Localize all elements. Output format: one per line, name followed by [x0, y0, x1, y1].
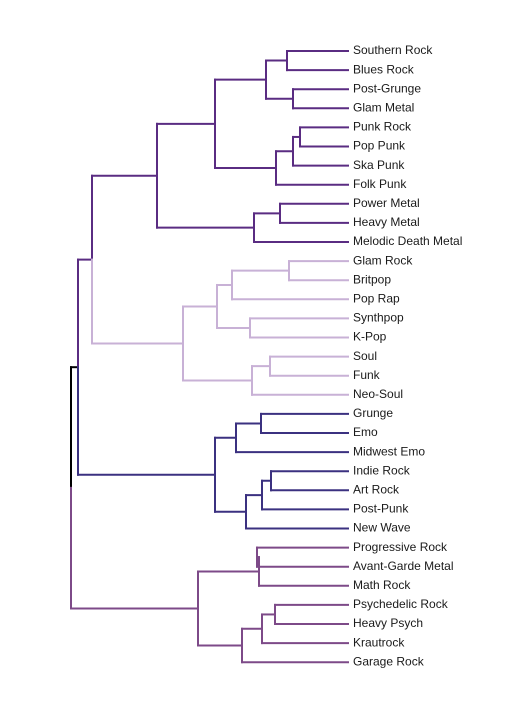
leaf-label-4: Punk Rock — [353, 120, 412, 134]
dendrogram-links — [70, 50, 349, 664]
leaf-label-5: Pop Punk — [353, 139, 406, 153]
leaf-labels: Southern Rock Blues Rock Post-Grunge Glam M… — [353, 43, 462, 668]
leaf-label-1: Blues Rock — [353, 62, 415, 76]
leaf-label-6: Ska Punk — [353, 158, 405, 172]
leaf-label-29: Psychedelic Rock — [353, 597, 449, 611]
leaf-label-11: Glam Rock — [353, 253, 413, 267]
leaf-label-32: Garage Rock — [353, 654, 425, 668]
leaf-label-13: Pop Rap — [353, 291, 400, 305]
leaf-label-17: Funk — [353, 368, 381, 382]
leaf-label-7: Folk Punk — [353, 177, 407, 191]
leaf-label-28: Math Rock — [353, 578, 411, 592]
leaf-label-27: Avant-Garde Metal — [353, 559, 454, 573]
leaf-label-2: Post-Grunge — [353, 81, 421, 95]
leaf-label-30: Heavy Psych — [353, 616, 423, 630]
leaf-label-21: Midwest Emo — [353, 444, 425, 458]
leaf-label-3: Glam Metal — [353, 100, 414, 114]
leaf-label-16: Soul — [353, 349, 377, 363]
leaf-label-23: Art Rock — [353, 482, 400, 496]
leaf-label-26: Progressive Rock — [353, 540, 448, 554]
leaf-label-14: Synthpop — [353, 311, 404, 325]
leaf-label-0: Southern Rock — [353, 43, 433, 57]
leaf-label-15: K-Pop — [353, 330, 387, 344]
leaf-label-8: Power Metal — [353, 196, 420, 210]
leaf-label-19: Grunge — [353, 406, 393, 420]
leaf-label-12: Britpop — [353, 272, 391, 286]
leaf-label-20: Emo — [353, 425, 378, 439]
leaf-label-10: Melodic Death Metal — [353, 234, 462, 248]
leaf-label-18: Neo-Soul — [353, 387, 403, 401]
leaf-label-25: New Wave — [353, 521, 411, 535]
leaf-label-24: Post-Punk — [353, 502, 409, 516]
leaf-label-31: Krautrock — [353, 635, 405, 649]
leaf-label-22: Indie Rock — [353, 463, 411, 477]
leaf-label-9: Heavy Metal — [353, 215, 420, 229]
